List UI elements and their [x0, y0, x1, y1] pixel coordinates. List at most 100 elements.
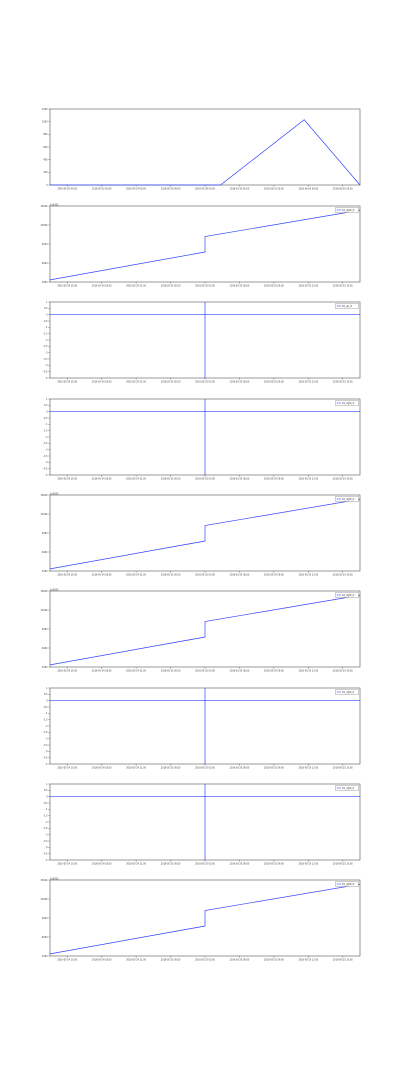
- x-tick-label: 2016-05-25 15:00: [333, 284, 353, 287]
- y-tick-label: 15000: [41, 205, 49, 208]
- x-tick-label: 2016-05-24 15:00: [57, 380, 77, 383]
- y-tick-label: 3000: [42, 570, 48, 573]
- legend-label: 10_up_rt: [342, 305, 352, 308]
- y-tick-label: 0.5: [44, 693, 48, 696]
- y-tick-label: -1: [45, 712, 48, 715]
- x-tick-label: 2016-05-25 00:00: [161, 573, 181, 576]
- y-tick-label: 15000: [41, 494, 49, 497]
- x-tick-label: 2016-05-24 15:00: [57, 958, 77, 961]
- x-tick-label: 2016-05-25 00:00: [161, 766, 181, 769]
- y-tick-label: 12000: [41, 224, 49, 227]
- x-tick-label: 2016-05-25 00:00: [161, 669, 181, 672]
- y-tick-label: -1: [45, 808, 48, 811]
- y-tick-label: -2: [45, 339, 48, 342]
- x-tick-label: 2016-05-25 15:00: [333, 862, 353, 865]
- x-tick-label: 2016-05-24 21:00: [126, 477, 146, 480]
- legend: 10_right_rt: [335, 785, 359, 791]
- x-tick-label: 2016-05-25 06:00: [230, 862, 250, 865]
- y-tick-label: 12000: [41, 513, 49, 516]
- y-tick-label: 6000: [42, 936, 48, 939]
- x-tick-label: 2016-05-25 00:00: [161, 477, 181, 480]
- y-tick-label: -5: [45, 763, 48, 766]
- y-tick-label: -3: [45, 448, 48, 451]
- y-tick-label: -5: [45, 859, 48, 862]
- x-tick-label: 2016-05-24 21:00: [126, 669, 146, 672]
- legend-box: [335, 496, 359, 502]
- chart-panel-8: 1 0.5 0 -0.5 -1 -1.5 -2 -2.5 -3 -3.5 -4 -4.5 -5 2016-…: [43, 783, 361, 865]
- x-tick-label: 2016-05-28 00:00: [195, 187, 215, 190]
- y-tick-label: -0.5: [43, 706, 48, 709]
- legend-label: 10_right_rt: [342, 498, 355, 501]
- x-tick-label: 2016-05-24 18:00: [92, 573, 112, 576]
- x-tick-label: 2016-05-25 15:00: [333, 477, 353, 480]
- x-tick-label: 2016-05-24 18:00: [92, 284, 112, 287]
- y-tick-label: -0.5: [43, 802, 48, 805]
- chart-panel-6: 15000 12000 9000 6000 3000 2016-05-24 15:00 20…: [41, 588, 361, 672]
- y-tick-label: 800: [43, 133, 48, 136]
- legend-box: [335, 400, 359, 406]
- x-tick-label: 2016-05-25 12:00: [298, 477, 318, 480]
- x-tick-label: 2016-05-24 21:00: [126, 380, 146, 383]
- y-tick-label: 6000: [42, 647, 48, 650]
- x-tick-label: 2016-05-24 15:00: [57, 477, 77, 480]
- x-tick-label: 2016-05-25 09:00: [264, 862, 284, 865]
- legend-box: [335, 689, 359, 695]
- legend-box: [335, 592, 359, 598]
- y-tick-label: -3.5: [43, 840, 48, 843]
- y-tick-label: 15000: [41, 590, 49, 593]
- y-tick-label: 0: [46, 699, 48, 702]
- x-tick-label: 2016-05-25 12:00: [298, 766, 318, 769]
- y-tick-label: 0.5: [44, 789, 48, 792]
- x-tick-label: 2016-05-24 15:00: [57, 284, 77, 287]
- y-tick-label: -1.5: [43, 718, 48, 721]
- x-tick-label: 2016-05-25 12:00: [298, 958, 318, 961]
- y-offset-label: 1e1001: [50, 203, 59, 206]
- y-tick-label: -3: [45, 833, 48, 836]
- y-tick-label: -4.5: [43, 370, 48, 373]
- x-tick-label: 2016-05-24 15:00: [57, 669, 77, 672]
- x-tick-label: 2016-05-25 12:00: [298, 380, 318, 383]
- x-tick-label: 2016-05-25 06:00: [230, 380, 250, 383]
- x-tick-label: 2016-05-25 15:00: [333, 380, 353, 383]
- y-tick-label: 1: [46, 398, 48, 401]
- legend-box: [335, 207, 359, 213]
- x-tick-label: 2016-05-25 03:00: [195, 573, 215, 576]
- x-tick-label: 2016-05-25 03:00: [195, 284, 215, 287]
- legend-label: 10_right_rt: [342, 691, 355, 694]
- legend-label: 10_right_rt: [342, 787, 355, 790]
- legend-box: [335, 785, 359, 791]
- x-tick-label: 2016-05-25 00:00: [161, 958, 181, 961]
- y-tick-label: -4: [45, 461, 48, 464]
- y-tick-label: -4: [45, 750, 48, 753]
- y-tick-label: -0.5: [43, 417, 48, 420]
- legend-label: 10_right_rt: [342, 883, 355, 886]
- x-tick-label: 2016-05-24 21:00: [126, 862, 146, 865]
- x-tick-label: 2016-06-05 00:00: [333, 187, 353, 190]
- x-tick-label: 2016-05-24 18:00: [92, 380, 112, 383]
- chart-panel-2: 15000 12000 9000 6000 3000 2016-05-24 15:00 20…: [41, 203, 361, 287]
- y-tick-label: 1: [46, 301, 48, 304]
- legend: 10_up_rt: [335, 303, 359, 309]
- series-line: [49, 498, 361, 570]
- y-tick-label: -4.5: [43, 467, 48, 470]
- legend-label: 10_right_rt: [342, 594, 355, 597]
- series-line: [50, 688, 360, 764]
- x-tick-label: 2016-05-26 00:00: [161, 187, 181, 190]
- y-tick-label: 1200: [42, 108, 48, 111]
- plot-area-frame: [49, 108, 361, 186]
- x-tick-label: 2016-05-25 09:00: [264, 958, 284, 961]
- y-tick-label: -4: [45, 846, 48, 849]
- x-tick-label: 2016-05-25 03:00: [195, 766, 215, 769]
- x-tick-label: 2016-05-24 18:00: [92, 766, 112, 769]
- x-tick-label: 2016-05-30 00:00: [230, 187, 250, 190]
- x-tick-label: 2016-05-25 00:00: [161, 284, 181, 287]
- series-line: [49, 594, 361, 666]
- y-offset-label: 1e1001: [50, 588, 59, 591]
- y-tick-label: 0: [46, 313, 48, 316]
- x-tick-label: 2016-05-25 00:00: [161, 862, 181, 865]
- y-tick-label: -3: [45, 737, 48, 740]
- legend: 10_right_rt: [335, 496, 359, 502]
- x-tick-label: 2016-05-25 03:00: [195, 958, 215, 961]
- x-tick-label: 2016-05-25 03:00: [195, 477, 215, 480]
- y-tick-label: -3: [45, 351, 48, 354]
